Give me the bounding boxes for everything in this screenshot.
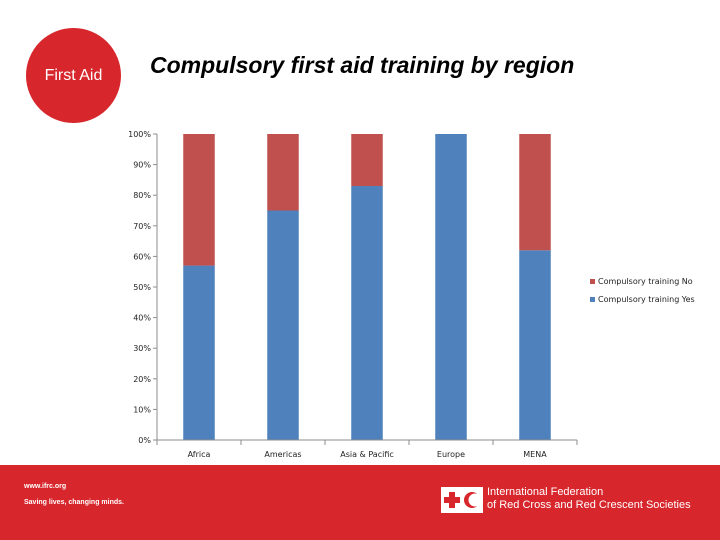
bar-segment-yes (351, 186, 383, 440)
bar-segment-yes (519, 250, 551, 440)
organization-name: International Federation of Red Cross an… (487, 486, 691, 512)
legend: Compulsory training No Compulsory trainin… (590, 277, 695, 304)
chart-title: Compulsory first aid training by region (150, 52, 575, 78)
x-tick-label: MENA (523, 450, 547, 459)
x-tick-label: Europe (437, 450, 465, 459)
y-tick-label: 40% (133, 314, 151, 323)
bar-segment-no (519, 134, 551, 251)
bar-segment-no (267, 134, 299, 211)
y-tick-label: 10% (133, 405, 151, 414)
legend-swatch (590, 297, 595, 302)
y-tick-label: 20% (133, 375, 151, 384)
bar-segment-no (351, 134, 383, 187)
organization-name-line2: of Red Cross and Red Crescent Societies (487, 499, 691, 511)
y-tick-label: 70% (133, 222, 151, 231)
bar-segment-yes (267, 210, 299, 440)
emblem-logo (441, 487, 483, 513)
x-axis: Africa Americas Asia & Pacific Europe MENA (156, 439, 578, 459)
y-tick-label: 50% (133, 283, 151, 292)
y-axis: 0% 10% 20% 30% 40% 50% 60% 70% 80% 90% 100% (128, 130, 158, 445)
y-tick-label: 100% (128, 130, 151, 139)
red-cross-icon (444, 492, 460, 508)
bar-segment-yes (435, 134, 467, 440)
legend-label: Compulsory training No (598, 277, 693, 286)
y-tick-label: 60% (133, 252, 151, 261)
red-crescent-icon (464, 492, 481, 508)
y-tick-label: 90% (133, 161, 151, 170)
x-tick-label: Americas (264, 450, 301, 459)
x-tick-label: Africa (188, 450, 211, 459)
badge-text: First Aid (44, 66, 103, 84)
organization-name-line1: International Federation (487, 486, 604, 498)
stacked-bar-chart: 0% 10% 20% 30% 40% 50% 60% 70% 80% 90% 100% Africa… (128, 130, 695, 459)
x-tick-label: Asia & Pacific (340, 450, 394, 459)
bar-segment-yes (183, 265, 215, 440)
legend-label: Compulsory training Yes (598, 295, 695, 304)
bars (183, 134, 551, 440)
y-tick-label: 0% (138, 436, 151, 445)
first-aid-badge: First Aid (26, 28, 121, 123)
y-tick-label: 30% (133, 344, 151, 353)
legend-swatch (590, 279, 595, 284)
bar-segment-no (183, 134, 215, 266)
footer-slogan: Saving lives, changing minds. (24, 499, 124, 506)
y-tick-label: 80% (133, 191, 151, 200)
footer-url: www.ifrc.org (24, 483, 67, 490)
footer-bar: www.ifrc.org Saving lives, changing mind… (0, 465, 720, 540)
